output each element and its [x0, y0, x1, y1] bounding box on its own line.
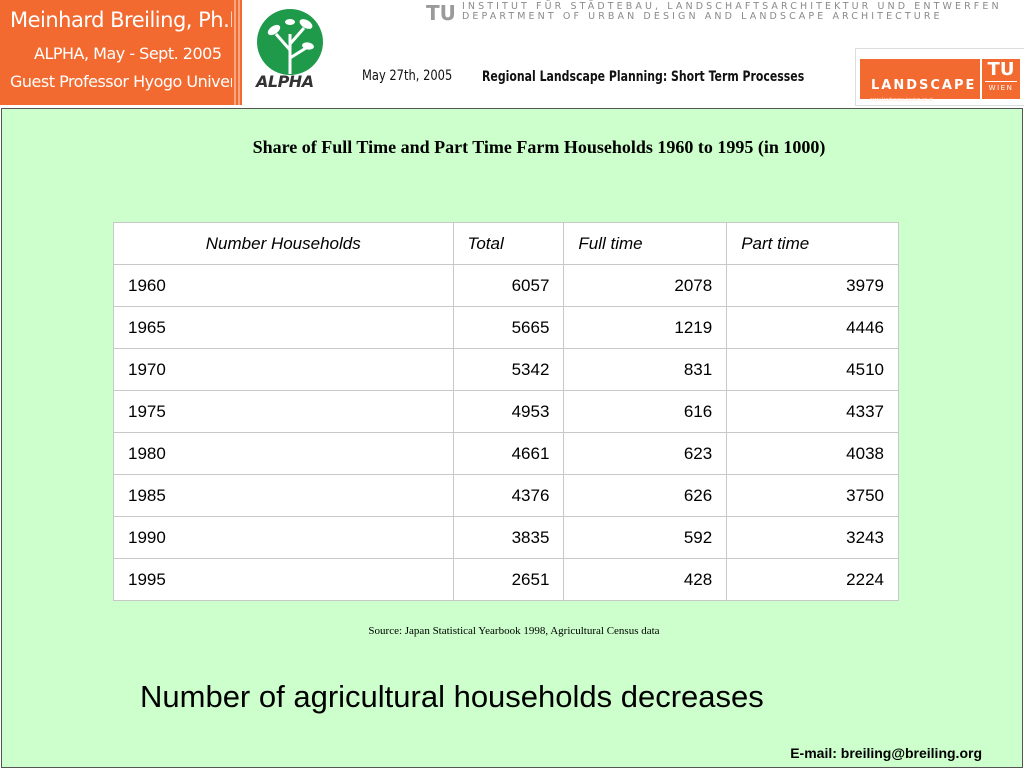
cell-full-time: 623	[563, 432, 728, 475]
cell-part-time: 3243	[726, 516, 899, 559]
author-program: ALPHA, May - Sept. 2005	[34, 44, 222, 63]
alpha-logo-text: ALPHA	[256, 72, 314, 91]
table-row: 1995 2651 428 2224	[113, 558, 899, 601]
cell-part-time: 2224	[726, 558, 899, 601]
cell-total: 2651	[452, 558, 565, 601]
landscape-tu-wien-logo: LANDSCAPE www.landscape.tuwien.ac.at TU …	[855, 48, 1024, 106]
cell-full-time: 592	[563, 516, 728, 559]
cell-part-time: 4337	[726, 390, 899, 433]
slide-content: Share of Full Time and Part Time Farm Ho…	[1, 108, 1023, 768]
header-total: Total	[452, 222, 565, 265]
cell-full-time: 1219	[563, 306, 728, 349]
alpha-tree-logo	[257, 9, 323, 75]
cell-total: 6057	[452, 264, 565, 307]
cell-part-time: 3979	[726, 264, 899, 307]
tu-mark: TU	[426, 1, 456, 25]
table-row: 1965 5665 1219 4446	[113, 306, 899, 349]
tu-wien-logo: TU WIEN	[982, 59, 1020, 99]
cell-part-time: 4446	[726, 306, 899, 349]
department-name: DEPARTMENT OF URBAN DESIGN AND LANDSCAPE…	[462, 11, 943, 22]
cell-year: 1970	[113, 348, 454, 391]
cell-year: 1990	[113, 516, 454, 559]
contact-email: E-mail: breiling@breiling.org	[790, 745, 982, 761]
source-note: Source: Japan Statistical Yearbook 1998,…	[368, 625, 660, 637]
header-number-households: Number Households	[113, 222, 454, 265]
cell-total: 5342	[452, 348, 565, 391]
header-full-time: Full time	[563, 222, 728, 265]
cell-year: 1985	[113, 474, 454, 517]
author-position: Guest Professor Hyogo University	[10, 72, 263, 91]
cell-total: 4953	[452, 390, 565, 433]
table-title: Share of Full Time and Part Time Farm Ho…	[252, 137, 826, 157]
cell-year: 1960	[113, 264, 454, 307]
slide-header: Meinhard Breiling, Ph.D. ALPHA, May - Se…	[0, 0, 1024, 108]
cell-total: 3835	[452, 516, 565, 559]
table-body: 1960 6057 2078 3979 1965 5665 1219 4446 …	[113, 264, 899, 601]
cell-full-time: 626	[563, 474, 728, 517]
table-row: 1990 3835 592 3243	[113, 516, 899, 559]
cell-part-time: 4038	[726, 432, 899, 475]
lecture-topic: Regional Landscape Planning: Short Term …	[482, 69, 805, 85]
table-row: 1970 5342 831 4510	[113, 348, 899, 391]
table-row: 1985 4376 626 3750	[113, 474, 899, 517]
institute-header: TU INSTITUT FÜR STÄDTEBAU, LANDSCHAFTSAR…	[426, 0, 1024, 25]
cell-year: 1965	[113, 306, 454, 349]
cell-full-time: 428	[563, 558, 728, 601]
cell-part-time: 3750	[726, 474, 899, 517]
header-part-time: Part time	[726, 222, 899, 265]
table-row: 1980 4661 623 4038	[113, 432, 899, 475]
cell-year: 1975	[113, 390, 454, 433]
landscape-logo-word: LANDSCAPE	[871, 78, 977, 93]
cell-year: 1995	[113, 558, 454, 601]
households-table: Number Households Total Full time Part t…	[113, 222, 899, 601]
table-header-row: Number Households Total Full time Part t…	[113, 222, 899, 265]
slide-headline: Number of agricultural households decrea…	[140, 679, 764, 714]
landscape-logo-url: www.landscape.tuwien.ac.at	[870, 97, 933, 103]
cell-full-time: 831	[563, 348, 728, 391]
cell-total: 4376	[452, 474, 565, 517]
cell-full-time: 616	[563, 390, 728, 433]
author-banner: Meinhard Breiling, Ph.D. ALPHA, May - Se…	[0, 0, 263, 105]
cell-total: 4661	[452, 432, 565, 475]
landscape-logo-bar: LANDSCAPE www.landscape.tuwien.ac.at	[860, 59, 980, 103]
table-row: 1975 4953 616 4337	[113, 390, 899, 433]
institute-name: INSTITUT FÜR STÄDTEBAU, LANDSCHAFTSARCHI…	[462, 1, 1002, 12]
table-row: 1960 6057 2078 3979	[113, 264, 899, 307]
tu-wien-logo-top: TU	[987, 59, 1015, 80]
tu-wien-logo-bottom: WIEN	[985, 81, 1017, 94]
lecture-date: May 27th, 2005	[362, 68, 453, 84]
cell-full-time: 2078	[563, 264, 728, 307]
author-name: Meinhard Breiling, Ph.D.	[10, 8, 252, 32]
cell-total: 5665	[452, 306, 565, 349]
alpha-logo-branches	[274, 27, 307, 74]
banner-stripes	[232, 0, 242, 105]
cell-part-time: 4510	[726, 348, 899, 391]
cell-year: 1980	[113, 432, 454, 475]
